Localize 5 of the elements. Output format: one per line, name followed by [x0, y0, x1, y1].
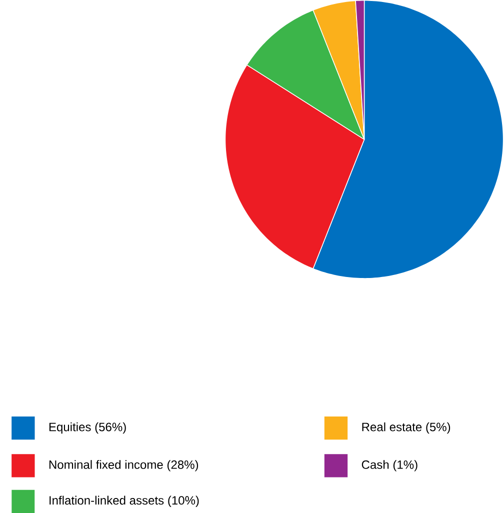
legend-label: Real estate (5%)	[362, 422, 450, 434]
legend-label: Nominal fixed income (28%)	[50, 460, 198, 472]
legend-label: Cash (1%)	[362, 460, 418, 472]
legend-label: Inflation-linked assets (10%)	[50, 496, 199, 508]
legend-label: Equities (56%)	[50, 422, 126, 434]
